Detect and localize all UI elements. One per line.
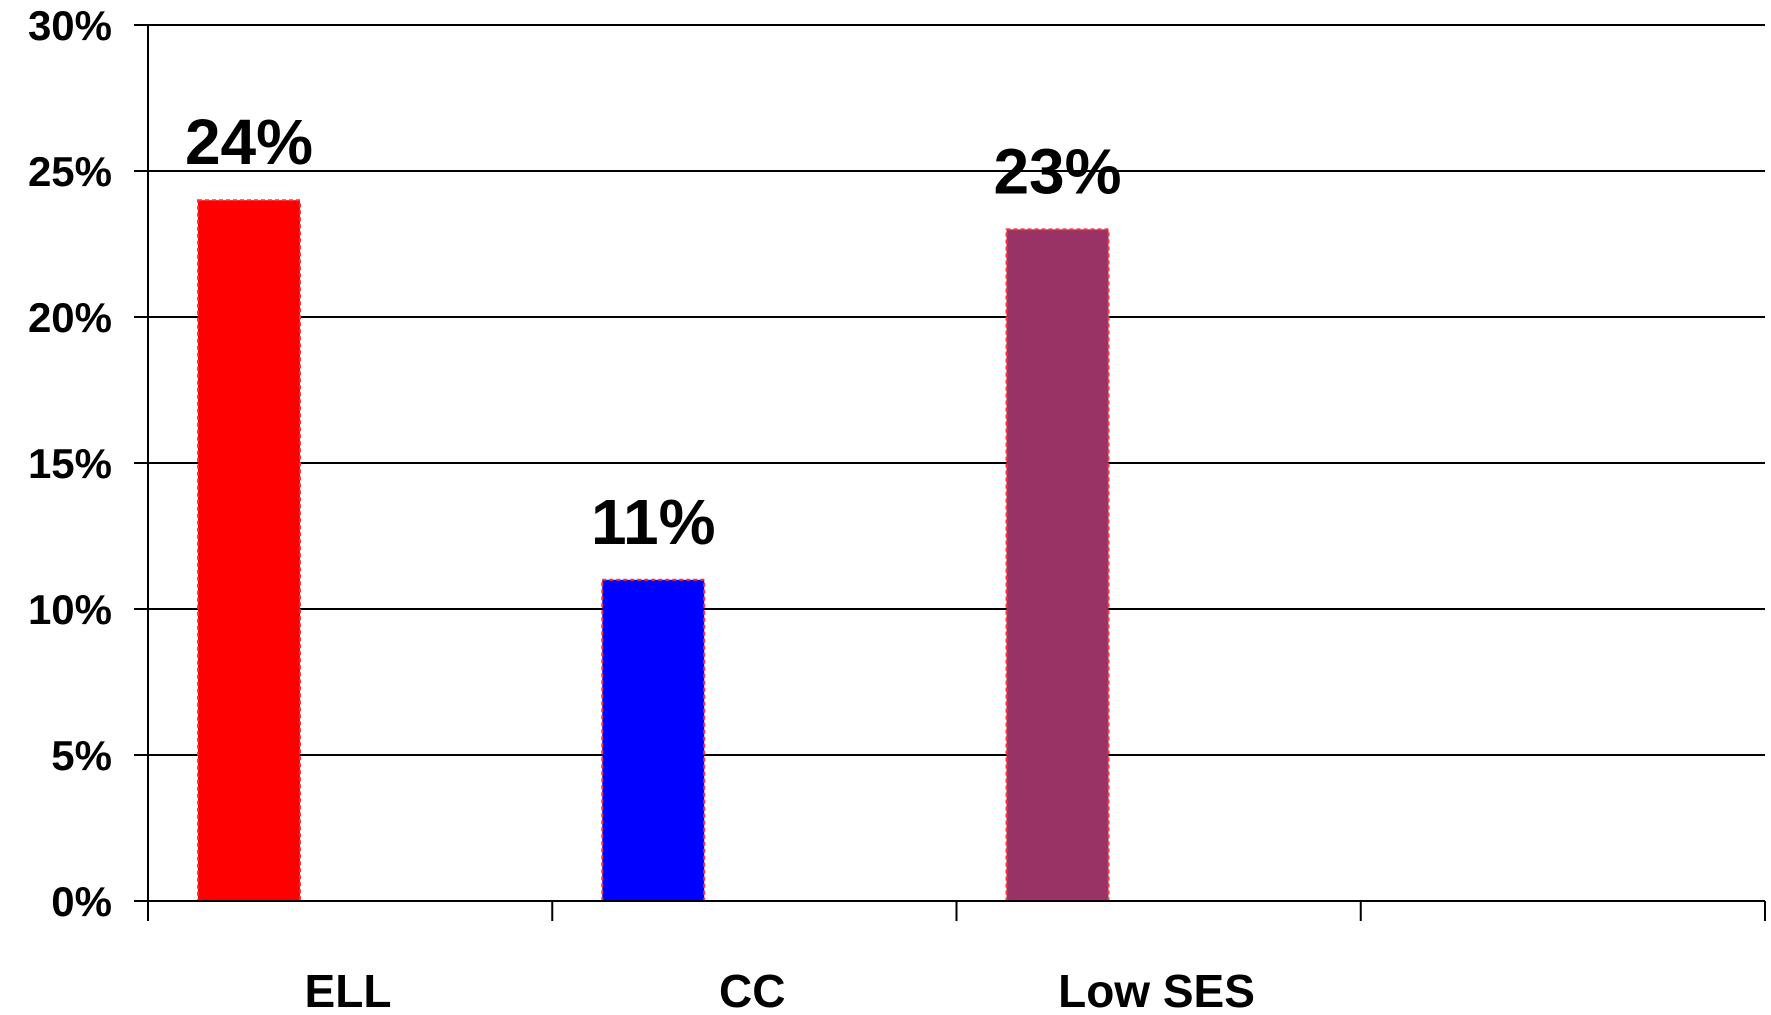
category-label: CC xyxy=(719,965,785,1015)
data-label: 23% xyxy=(993,135,1121,207)
y-tick-label: 0% xyxy=(51,878,112,925)
data-label: 24% xyxy=(185,106,313,178)
y-tick-label: 15% xyxy=(28,440,112,487)
bar xyxy=(601,578,706,902)
y-tick-label: 5% xyxy=(51,732,112,779)
category-label: Low SES xyxy=(1058,965,1255,1015)
x-tick-labels: ELL CC Low SES xyxy=(305,965,1255,1015)
data-labels: 24% 11% 23% xyxy=(185,106,1122,558)
y-tick-label: 25% xyxy=(28,148,112,195)
y-tick-labels: 0% 5% 10% 15% 20% 25% 30% xyxy=(28,2,112,925)
gridlines xyxy=(148,24,1765,756)
bars xyxy=(197,199,1110,902)
axes xyxy=(134,24,1766,921)
bar xyxy=(197,199,301,902)
y-tick-label: 20% xyxy=(28,294,112,341)
category-label: ELL xyxy=(305,965,392,1015)
y-tick-label: 30% xyxy=(28,2,112,49)
y-tick-label: 10% xyxy=(28,586,112,633)
bar xyxy=(1005,228,1110,902)
data-label: 11% xyxy=(591,486,716,558)
